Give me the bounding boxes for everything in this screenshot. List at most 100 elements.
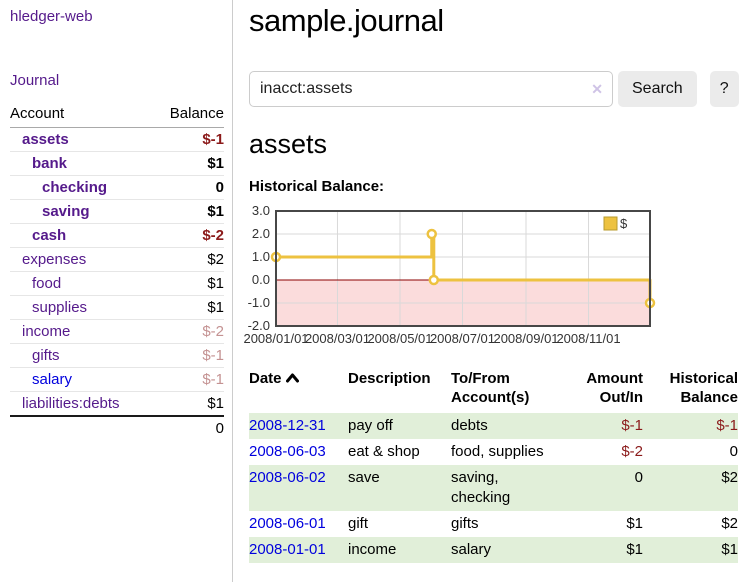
transaction-date-link[interactable]: 2008-06-01 bbox=[249, 515, 326, 532]
transaction-balance: $2 bbox=[721, 515, 738, 532]
transaction-date-link[interactable]: 2008-12-31 bbox=[249, 417, 326, 434]
transaction-accounts: debts bbox=[451, 417, 488, 434]
search-input[interactable] bbox=[249, 71, 613, 107]
account-balance: $-2 bbox=[153, 223, 224, 248]
account-balance: $1 bbox=[153, 391, 224, 416]
account-balance: $1 bbox=[153, 199, 224, 224]
transaction-amount: 0 bbox=[634, 469, 643, 486]
accounts-col-balance: Balance bbox=[153, 102, 224, 128]
account-balance: $-1 bbox=[153, 343, 224, 368]
transaction-date-link[interactable]: 2008-01-01 bbox=[249, 541, 326, 558]
account-row: assets $-1 bbox=[10, 128, 224, 152]
svg-text:-1.0: -1.0 bbox=[248, 295, 270, 310]
account-balance: $1 bbox=[153, 271, 224, 296]
account-heading: assets bbox=[249, 129, 328, 159]
sidebar-account-link[interactable]: bank bbox=[32, 155, 68, 172]
sidebar-account-link[interactable]: assets bbox=[22, 131, 69, 148]
svg-text:2008/07/01: 2008/07/01 bbox=[430, 331, 495, 346]
svg-text:2008/09/01: 2008/09/01 bbox=[493, 331, 558, 346]
svg-text:2008/11/01: 2008/11/01 bbox=[556, 331, 620, 346]
transaction-row: 2008-06-03 eat & shop food, supplies $-2 0 bbox=[249, 439, 738, 465]
svg-text:2.0: 2.0 bbox=[252, 226, 270, 241]
chart-title: Historical Balance: bbox=[249, 178, 385, 195]
account-row: bank $1 bbox=[10, 151, 224, 176]
sidebar-account-link[interactable]: income bbox=[22, 323, 71, 340]
transaction-date-link[interactable]: 2008-06-02 bbox=[249, 469, 326, 486]
register-col-amount: Amount Out/In bbox=[586, 370, 643, 406]
sidebar-account-link[interactable]: liabilities:debts bbox=[22, 394, 120, 412]
accounts-total-value: 0 bbox=[153, 414, 224, 440]
account-row: food $1 bbox=[10, 271, 224, 296]
help-button[interactable]: ? bbox=[709, 71, 739, 107]
svg-text:$: $ bbox=[620, 216, 628, 231]
transaction-description: gift bbox=[348, 515, 369, 532]
transaction-accounts: food, supplies bbox=[451, 443, 544, 460]
clear-search-icon[interactable]: ✕ bbox=[591, 81, 603, 97]
account-balance: $1 bbox=[153, 295, 224, 320]
account-row: checking 0 bbox=[10, 175, 224, 200]
search-bar: ✕ Search ? bbox=[249, 71, 742, 107]
svg-text:0.0: 0.0 bbox=[252, 272, 270, 287]
sidebar-account-link[interactable]: gifts bbox=[32, 347, 60, 364]
transaction-balance: 0 bbox=[729, 443, 738, 460]
transaction-amount: $-1 bbox=[621, 417, 643, 434]
account-row: saving $1 bbox=[10, 199, 224, 224]
accounts-total-row: 0 bbox=[10, 414, 224, 440]
transaction-row: 2008-12-31 pay off debts $-1 $-1 bbox=[249, 413, 738, 439]
page-title: sample.journal bbox=[249, 3, 444, 38]
transaction-balance: $2 bbox=[721, 469, 738, 486]
svg-text:2008/05/01: 2008/05/01 bbox=[367, 331, 432, 346]
main-panel: sample.journal ✕ Search ? assets Histori… bbox=[233, 0, 742, 582]
transaction-description: income bbox=[348, 541, 397, 558]
account-row: income $-2 bbox=[10, 319, 224, 344]
register-col-description: Description bbox=[348, 370, 431, 387]
search-button[interactable]: Search bbox=[618, 71, 697, 107]
svg-text:2008/01/01: 2008/01/01 bbox=[243, 331, 308, 346]
transaction-accounts: saving, checking bbox=[451, 469, 511, 506]
sidebar-account-link[interactable]: cash bbox=[32, 227, 67, 244]
transaction-amount: $-2 bbox=[621, 443, 643, 460]
transaction-description: eat & shop bbox=[348, 443, 420, 460]
transaction-amount: $1 bbox=[626, 541, 643, 558]
account-balance: 0 bbox=[153, 175, 224, 200]
svg-text:2008/03/01: 2008/03/01 bbox=[305, 331, 370, 346]
svg-text:1.0: 1.0 bbox=[252, 249, 270, 264]
transaction-amount: $1 bbox=[626, 515, 643, 532]
chart-svg: $3.0 2.0 1.0 0.0 -1.0 -2.02008/01/012008/03/0… bbox=[243, 203, 656, 346]
sidebar-account-link[interactable]: salary bbox=[32, 371, 73, 388]
register-col-balance: Historical Balance bbox=[669, 370, 738, 406]
account-balance: $-1 bbox=[202, 131, 224, 148]
account-row: supplies $1 bbox=[10, 295, 224, 320]
register-col-date[interactable]: Date bbox=[249, 369, 348, 413]
account-row: salary $-1 bbox=[10, 367, 224, 392]
svg-text:-2.0: -2.0 bbox=[248, 318, 270, 333]
transaction-date-link[interactable]: 2008-06-03 bbox=[249, 443, 326, 460]
sidebar-account-link[interactable]: saving bbox=[42, 203, 90, 220]
sidebar-account-link[interactable]: checking bbox=[42, 179, 108, 196]
transaction-row: 2008-01-01 income salary $1 $1 bbox=[249, 537, 738, 563]
account-balance: $-2 bbox=[153, 319, 224, 344]
transaction-row: 2008-06-02 save saving, checking 0 $2 bbox=[249, 465, 738, 511]
sidebar-account-link[interactable]: expenses bbox=[22, 251, 87, 268]
sidebar: hledger-web Journal Account Balance asse… bbox=[0, 0, 233, 582]
account-row: gifts $-1 bbox=[10, 343, 224, 368]
account-balance: $1 bbox=[153, 151, 224, 176]
app-title-link[interactable]: hledger-web bbox=[10, 8, 93, 25]
account-balance: $-1 bbox=[153, 367, 224, 392]
transaction-accounts: salary bbox=[451, 541, 492, 558]
sidebar-account-link[interactable]: supplies bbox=[32, 299, 88, 316]
sidebar-account-link[interactable]: food bbox=[32, 275, 62, 292]
account-balance: $2 bbox=[153, 247, 224, 272]
transaction-balance: $1 bbox=[721, 541, 738, 558]
transaction-description: save bbox=[348, 469, 380, 486]
transaction-balance: $-1 bbox=[716, 417, 738, 434]
transaction-accounts: gifts bbox=[451, 515, 479, 532]
account-row: expenses $2 bbox=[10, 247, 224, 272]
accounts-col-account: Account bbox=[10, 102, 154, 128]
sidebar-item-journal[interactable]: Journal bbox=[10, 72, 60, 89]
transaction-description: pay off bbox=[348, 417, 393, 434]
sort-asc-icon bbox=[285, 369, 299, 388]
register-col-tofrom: To/From Account(s) bbox=[451, 370, 530, 406]
transaction-row: 2008-06-01 gift gifts $1 $2 bbox=[249, 511, 738, 537]
accounts-table: Account Balance assets $-1 bank $1 checking 0… bbox=[10, 102, 224, 440]
